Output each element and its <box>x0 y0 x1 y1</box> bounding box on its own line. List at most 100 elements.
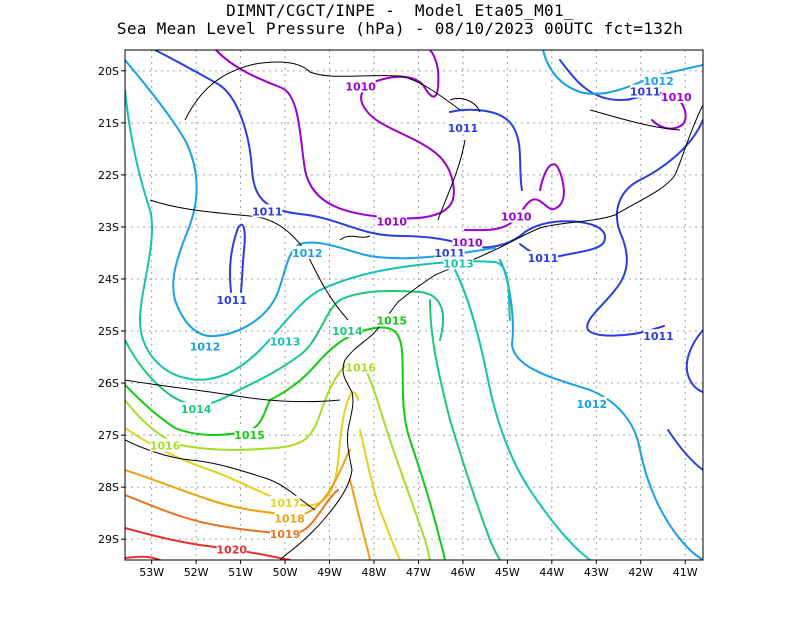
isobar-label: 1011 <box>630 86 661 99</box>
isobar-label-bg <box>643 74 674 88</box>
isobar-label-bg <box>270 334 301 348</box>
isobar-label-bg <box>501 209 532 223</box>
isobar-label: 1013 <box>443 257 474 270</box>
y-tick-label: 24S <box>98 273 119 286</box>
x-tick-label: 50W <box>273 566 298 579</box>
coastline <box>279 104 703 560</box>
isobar-label: 1019 <box>270 528 301 541</box>
isobar-label: 1010 <box>345 80 376 93</box>
x-tick-label: 48W <box>362 566 387 579</box>
isobar-label-bg <box>452 235 483 249</box>
isobar-1021 <box>125 555 161 560</box>
state-border <box>589 109 681 131</box>
y-tick-label: 23S <box>98 221 119 234</box>
x-tick-label: 47W <box>406 566 431 579</box>
isobar-label: 1011 <box>252 205 283 218</box>
isobar-label-bg <box>345 360 376 374</box>
y-tick-label: 27S <box>98 429 119 442</box>
river <box>339 235 371 241</box>
isobar-label: 1010 <box>501 211 532 224</box>
state-border <box>184 61 461 121</box>
isobar-label-bg <box>661 89 692 103</box>
isobar-label: 1010 <box>661 91 692 104</box>
isobar-label-bg <box>190 339 221 353</box>
isobar-1011 <box>667 429 703 471</box>
isobar-label: 1011 <box>448 122 479 135</box>
state-border <box>125 439 316 511</box>
isobar-label-bg <box>630 84 661 98</box>
isobar-label: 1013 <box>270 335 301 348</box>
isobar-1014 <box>125 289 445 406</box>
isobar-1018 <box>349 479 371 560</box>
isobar-1011 <box>154 50 606 258</box>
isobar-1014 <box>429 299 501 560</box>
isobar-1011 <box>229 223 246 301</box>
coastline-and-borders <box>125 61 703 560</box>
isobar-1011 <box>449 108 523 191</box>
isobar-label-bg <box>270 526 301 540</box>
isobar-label-bg <box>234 428 265 442</box>
isobar-label: 1017 <box>270 497 301 510</box>
isobar-label-bg <box>332 324 363 338</box>
isobar-label-bg <box>443 256 474 270</box>
title-line-1: DIMNT/CGCT/INPE - Model Eta05_M01_ <box>226 1 574 20</box>
y-axis-ticks: 20S 21S 22S 23S 24S 25S 26S 27S 28S 29S <box>98 65 125 546</box>
x-axis-ticks: 53W 52W 51W 50W 49W 48W 47W 46W 45W 44W 43W 42W 41W <box>139 560 698 579</box>
isobar-1019 <box>125 489 339 536</box>
river <box>449 98 481 113</box>
y-tick-label: 29S <box>98 533 119 546</box>
isobar-1010 <box>215 50 455 220</box>
isobar-label-bg <box>576 396 607 410</box>
isobar-label-bg <box>292 245 323 259</box>
isobar-label-bg <box>270 495 301 509</box>
x-tick-label: 41W <box>673 566 698 579</box>
y-tick-label: 21S <box>98 117 119 130</box>
isobar-1012 <box>542 50 703 95</box>
x-tick-label: 42W <box>628 566 653 579</box>
isobar-label: 1015 <box>376 315 407 328</box>
isobar-label-bg <box>376 214 407 228</box>
isobar-label: 1011 <box>643 330 674 343</box>
x-tick-label: 46W <box>450 566 475 579</box>
isobar-label: 1016 <box>150 440 181 453</box>
y-tick-label: 25S <box>98 325 119 338</box>
isobar-label-bg <box>252 204 283 218</box>
isobar-1011 <box>685 329 703 393</box>
isobar-label: 1011 <box>528 252 559 265</box>
isobars <box>125 50 703 560</box>
x-tick-label: 45W <box>495 566 520 579</box>
isobar-label-bg <box>376 313 407 327</box>
isobar-1017 <box>125 391 359 507</box>
isobar-label-bg <box>643 329 674 343</box>
x-tick-label: 49W <box>317 566 342 579</box>
y-tick-label: 20S <box>98 65 119 78</box>
isobar-1016 <box>125 361 431 560</box>
isobar-label-bg <box>447 121 478 135</box>
x-tick-label: 52W <box>184 566 209 579</box>
y-tick-label: 28S <box>98 481 119 494</box>
isobar-1012 <box>125 59 496 338</box>
map-title: DIMNT/CGCT/INPE - Model Eta05_M01_ Sea M… <box>0 2 800 38</box>
isobar-label: 1011 <box>216 294 247 307</box>
x-tick-label: 43W <box>584 566 609 579</box>
x-tick-label: 44W <box>539 566 564 579</box>
isobar-1013 <box>454 269 591 560</box>
isobar-label-bg <box>527 251 558 265</box>
state-border <box>437 139 466 221</box>
isobar-label: 1014 <box>181 403 212 416</box>
isobar-1010 <box>464 163 565 232</box>
isobar-1017 <box>359 429 401 560</box>
state-border <box>125 379 341 403</box>
isobar-1012 <box>499 259 703 560</box>
isobar-label: 1016 <box>345 361 376 374</box>
isobar-1011 <box>586 119 703 337</box>
isobar-label: 1012 <box>577 398 608 411</box>
state-border <box>149 199 349 321</box>
title-line-2: Sea Mean Level Pressure (hPa) - 08/10/20… <box>116 19 684 38</box>
isobar-label: 1020 <box>216 544 247 557</box>
isobar-label: 1012 <box>190 341 221 354</box>
isobar-label-bg <box>216 292 247 306</box>
isobar-label-bg <box>181 402 212 416</box>
isobar-label-bg <box>150 438 181 452</box>
